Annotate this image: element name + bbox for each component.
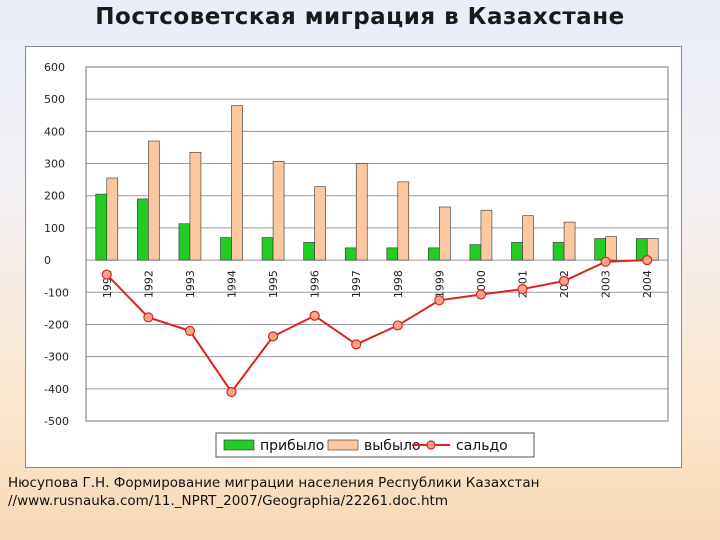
legend-arrived-label: прибыло	[260, 438, 324, 454]
balance-point	[600, 256, 611, 267]
bar-arrived	[511, 242, 523, 261]
x-tick-label: 1995	[267, 270, 280, 298]
slide-title: Постсоветская миграция в Казахстане	[95, 4, 625, 30]
bar-departed	[605, 236, 617, 261]
bar-departed	[355, 163, 368, 261]
balance-point	[226, 386, 237, 398]
y-tick-label: 0	[44, 254, 51, 267]
bar-departed	[106, 177, 119, 261]
bar-arrived	[303, 242, 315, 261]
x-tick-label: 1996	[309, 270, 322, 298]
x-tick-label: 1997	[350, 270, 363, 298]
balance-point	[143, 312, 154, 323]
x-tick-label: 1999	[433, 270, 446, 298]
y-tick-label: 400	[44, 125, 65, 138]
bar-departed	[439, 206, 451, 261]
bar-departed	[480, 209, 493, 261]
plot-area	[85, 66, 669, 422]
y-tick-label: -300	[44, 351, 69, 364]
chart-panel: 600 500 400 300 200 100 0 -100 -200 -300 -400 -500 1…	[25, 46, 682, 468]
bar-arrived	[386, 247, 399, 261]
bar-departed	[272, 160, 285, 261]
bar-arrived	[220, 237, 232, 261]
source-caption: Нюсупова Г.Н. Формирование миграции насе…	[8, 474, 708, 510]
legend	[215, 432, 535, 458]
balance-point	[434, 295, 445, 306]
caption-citation: Нюсупова Г.Н. Формирование миграции насе…	[8, 475, 540, 491]
balance-point	[642, 254, 653, 266]
bar-arrived	[95, 193, 108, 261]
y-tick-label: 500	[44, 93, 65, 106]
x-tick-label: 2004	[641, 270, 654, 298]
bar-departed	[148, 140, 160, 261]
balance-point	[517, 283, 528, 295]
x-tick-label: 2003	[600, 270, 613, 298]
x-tick-label: 1993	[184, 270, 197, 298]
y-tick-label: 100	[44, 222, 65, 235]
balance-point	[309, 310, 320, 321]
y-tick-label: 300	[44, 158, 65, 171]
x-tick-label: 1994	[226, 270, 239, 298]
bar-arrived	[428, 247, 440, 261]
bar-departed	[646, 238, 659, 261]
balance-line	[106, 259, 648, 394]
bar-departed	[314, 186, 326, 261]
balance-point	[184, 325, 196, 336]
y-tick-label: 200	[44, 190, 65, 203]
y-tick-label: -200	[44, 318, 69, 331]
balance-point	[267, 331, 279, 342]
caption-url: //www.rusnauka.com/11._NPRT_2007/Geograp…	[8, 493, 448, 509]
balance-point	[558, 275, 570, 287]
bar-arrived	[469, 244, 482, 261]
balance-point	[101, 269, 112, 280]
bar-arrived	[552, 242, 565, 261]
bar-arrived	[178, 223, 191, 261]
bar-arrived	[594, 238, 606, 261]
bar-arrived	[344, 247, 357, 261]
bar-arrived	[137, 198, 149, 261]
y-tick-label: -400	[44, 383, 69, 396]
balance-point	[392, 320, 403, 331]
bar-departed	[231, 105, 243, 261]
bar-departed	[563, 221, 576, 261]
bar-departed	[397, 181, 410, 261]
balance-point	[351, 339, 362, 350]
legend-balance-marker	[426, 440, 436, 450]
bar-arrived	[261, 237, 274, 261]
legend-balance-label: сальдо	[456, 438, 508, 454]
bar-departed	[189, 151, 202, 261]
legend-arrived-swatch	[223, 439, 255, 451]
x-tick-label: 1998	[392, 270, 405, 298]
bar-departed	[522, 215, 534, 261]
y-tick-label: -100	[44, 286, 69, 299]
x-tick-label: 1992	[142, 270, 155, 298]
legend-departed-label: выбыло	[364, 438, 421, 454]
y-tick-label: 600	[44, 61, 65, 74]
migration-chart: 600 500 400 300 200 100 0 -100 -200 -300 -400 -500 1…	[44, 61, 669, 458]
legend-departed-swatch	[327, 439, 359, 451]
balance-point	[475, 289, 487, 300]
y-tick-label: -500	[44, 415, 69, 428]
